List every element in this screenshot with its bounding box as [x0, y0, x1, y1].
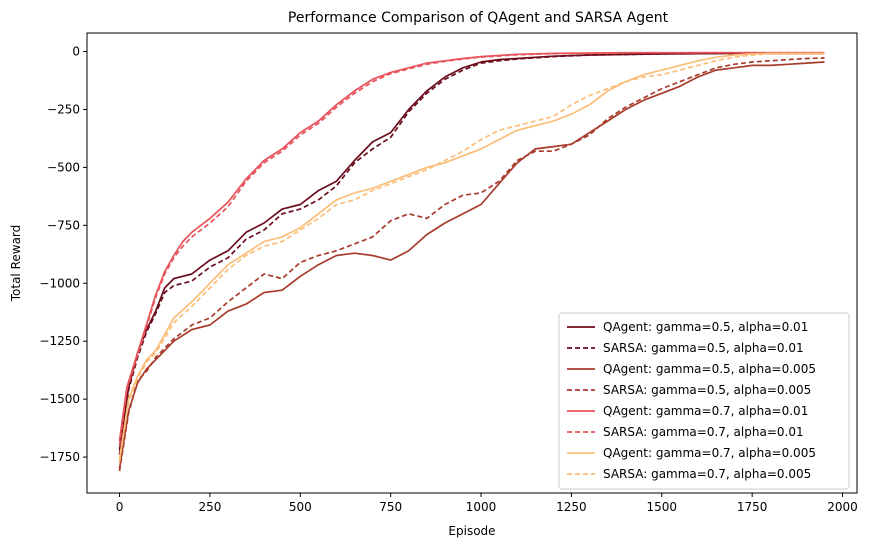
chart-title: Performance Comparison of QAgent and SAR… [288, 10, 669, 26]
y-tick-label: −1000 [39, 276, 80, 290]
legend-label: SARSA: gamma=0.5, alpha=0.01 [603, 341, 804, 355]
x-tick-label: 1500 [647, 500, 678, 514]
x-tick-label: 1000 [466, 500, 497, 514]
y-tick-label: −1750 [39, 450, 80, 464]
plot-lines [118, 51, 825, 472]
series-line-5 [118, 51, 825, 446]
legend-label: QAgent: gamma=0.7, alpha=0.01 [603, 404, 808, 418]
series-line-1 [118, 52, 825, 455]
y-tick-label: −500 [47, 160, 80, 174]
x-axis: 0 250 500 750 1000 1250 1500 1750 2000 [116, 493, 858, 514]
series-line-2 [118, 61, 825, 469]
legend-box [558, 312, 850, 490]
x-tick-label: 2000 [827, 500, 858, 514]
x-tick-label: 1250 [556, 500, 587, 514]
series-line-3 [118, 57, 825, 472]
legend-label: QAgent: gamma=0.5, alpha=0.005 [603, 362, 816, 376]
y-tick-label: 0 [72, 45, 80, 59]
legend: QAgent: gamma=0.5, alpha=0.01 SARSA: gamm… [558, 312, 850, 490]
plot-frame [86, 32, 858, 494]
x-tick-label: 250 [198, 500, 221, 514]
y-tick-label: −750 [47, 218, 80, 232]
y-axis-label: Total Reward [9, 225, 23, 303]
legend-label: SARSA: gamma=0.5, alpha=0.005 [603, 383, 811, 397]
y-tick-label: −1250 [39, 334, 80, 348]
x-tick-label: 1750 [737, 500, 768, 514]
y-tick-label: −1500 [39, 392, 80, 406]
x-tick-label: 500 [289, 500, 312, 514]
series-line-6 [118, 52, 825, 460]
x-axis-label: Episode [448, 524, 495, 538]
legend-label: SARSA: gamma=0.7, alpha=0.005 [603, 467, 811, 481]
legend-label: SARSA: gamma=0.7, alpha=0.01 [603, 425, 804, 439]
x-tick-label: 0 [116, 500, 124, 514]
y-tick-label: −250 [47, 102, 80, 116]
legend-label: QAgent: gamma=0.7, alpha=0.005 [603, 446, 816, 460]
legend-label: QAgent: gamma=0.5, alpha=0.01 [603, 320, 808, 334]
x-tick-label: 750 [379, 500, 402, 514]
y-axis: 0 −250 −500 −750 −1000 −1250 −1500 −1750 [39, 45, 87, 464]
